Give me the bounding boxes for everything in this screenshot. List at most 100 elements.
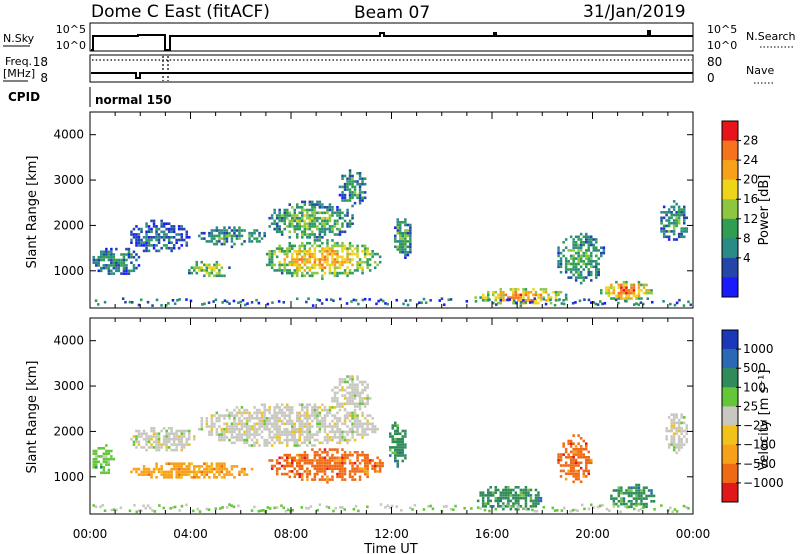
- power-cell: [683, 219, 686, 222]
- power-cell: [218, 240, 221, 243]
- cpid-value: normal 150: [95, 93, 172, 107]
- velocity-cell: [489, 499, 493, 503]
- velocity-cell: [218, 414, 221, 417]
- velocity-cell: [318, 470, 322, 473]
- velocity-cell: [564, 461, 568, 465]
- velocity-cell: [333, 464, 337, 468]
- velocity-cell: [102, 452, 106, 456]
- power-cell: [612, 286, 616, 289]
- power-cell: [587, 238, 591, 241]
- velocity-cell: [301, 427, 304, 431]
- velocity-cell: [672, 448, 676, 452]
- power-cell: [366, 258, 369, 261]
- velocity-cell: [487, 491, 490, 495]
- velocity-cell: [572, 461, 575, 465]
- velocity-cell: [157, 470, 161, 474]
- power-cell: [625, 299, 628, 303]
- velocity-cell: [346, 399, 349, 403]
- power-cell: [218, 274, 221, 278]
- velocity-cell: [180, 448, 184, 452]
- power-cell: [278, 214, 281, 217]
- power-cell: [268, 250, 271, 253]
- power-y-tick-label: 4000: [53, 128, 84, 142]
- velocity-cell: [346, 414, 349, 417]
- velocity-cell: [567, 453, 570, 456]
- power-cell: [293, 211, 297, 215]
- velocity-cell: [248, 425, 251, 428]
- velocity-cell: [557, 458, 560, 462]
- velocity-cell: [306, 470, 309, 473]
- velocity-cell: [286, 453, 289, 457]
- power-cell: [346, 188, 349, 191]
- power-speckle-cell: [97, 303, 100, 306]
- velocity-cell: [333, 414, 337, 417]
- power-cell: [680, 208, 683, 211]
- velocity-cell: [275, 467, 279, 471]
- power-cell: [620, 283, 623, 287]
- velocity-cell: [198, 470, 201, 474]
- power-cell: [311, 266, 314, 270]
- velocity-cell: [534, 502, 538, 505]
- power-cell: [293, 260, 297, 264]
- power-cell: [298, 206, 302, 209]
- velocity-cell: [567, 472, 570, 476]
- power-cell: [564, 260, 568, 263]
- velocity-cell: [323, 414, 327, 417]
- power-colorbar-swatch: [722, 179, 738, 200]
- velocity-cell: [313, 411, 317, 415]
- power-cell: [579, 249, 583, 252]
- velocity-cell: [361, 451, 364, 454]
- power-cell: [311, 233, 314, 236]
- freq-label-line2: [MHz]: [3, 67, 35, 80]
- velocity-cell: [263, 427, 266, 431]
- power-cell: [125, 247, 128, 251]
- velocity-cell: [140, 470, 143, 474]
- power-cell: [301, 241, 304, 245]
- power-cell: [564, 293, 568, 297]
- power-cell: [627, 297, 631, 300]
- power-cell: [348, 169, 352, 172]
- velocity-cell: [215, 411, 219, 415]
- power-cell: [230, 237, 234, 240]
- velocity-cell: [240, 467, 244, 471]
- velocity-cell: [137, 440, 141, 444]
- power-cell: [167, 227, 171, 231]
- velocity-cell: [667, 416, 671, 419]
- power-cell: [481, 296, 485, 299]
- velocity-cell: [185, 437, 189, 441]
- velocity-cell: [301, 441, 304, 445]
- power-cell: [683, 213, 686, 217]
- velocity-cell: [366, 470, 369, 473]
- power-cell: [147, 227, 151, 231]
- power-cell: [348, 258, 352, 261]
- power-cell: [512, 288, 515, 291]
- velocity-cell: [497, 496, 500, 500]
- velocity-cell: [95, 449, 98, 453]
- power-cell: [165, 233, 168, 236]
- power-speckle-cell: [311, 304, 315, 307]
- velocity-cell: [147, 440, 151, 444]
- velocity-cell: [341, 388, 344, 392]
- power-colorbar-swatch: [722, 140, 738, 161]
- power-cell: [363, 260, 367, 264]
- power-cell: [517, 288, 520, 291]
- velocity-cell: [577, 464, 580, 467]
- power-cell: [100, 269, 103, 273]
- power-cell: [343, 196, 347, 200]
- power-cell: [328, 206, 332, 209]
- power-cell: [363, 191, 367, 194]
- power-cell: [336, 206, 339, 209]
- power-cell: [125, 266, 128, 270]
- power-cell: [301, 271, 304, 275]
- power-cell: [172, 244, 176, 247]
- velocity-cell: [645, 505, 648, 509]
- power-cell: [321, 219, 324, 223]
- velocity-cell: [358, 399, 362, 403]
- velocity-cell: [316, 459, 319, 462]
- velocity-cell: [527, 507, 530, 511]
- velocity-cell: [238, 438, 241, 442]
- velocity-cell: [167, 435, 171, 438]
- power-cell: [680, 227, 683, 230]
- velocity-speckle-cell: [660, 504, 663, 507]
- power-cell: [296, 236, 299, 239]
